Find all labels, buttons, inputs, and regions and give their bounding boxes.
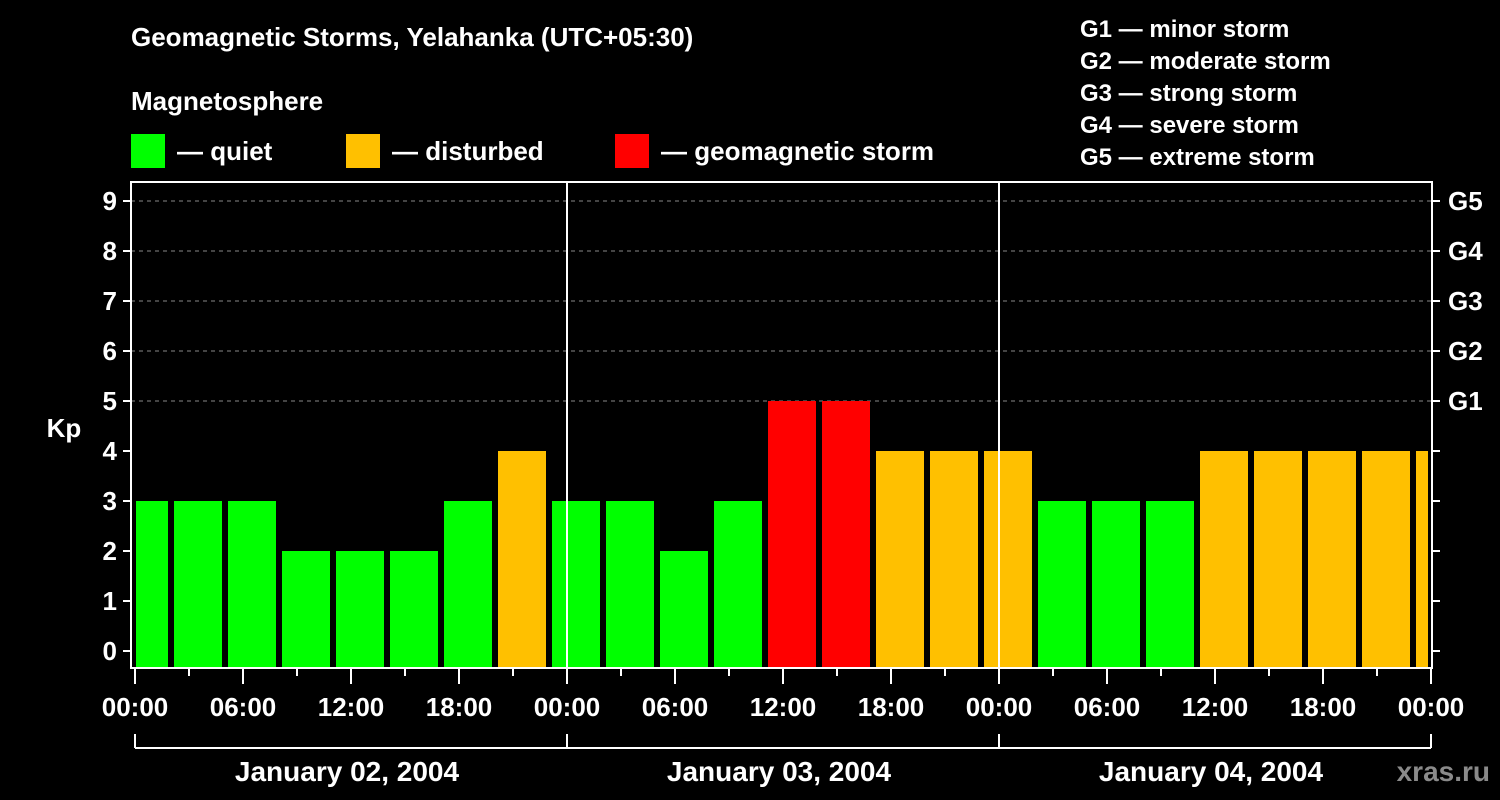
kp-bar: [1146, 501, 1194, 667]
g-level-label: G1: [1448, 386, 1483, 416]
kp-bar: [1362, 451, 1410, 667]
y-tick-label: 7: [103, 286, 117, 316]
x-tick-label: 00:00: [966, 692, 1033, 722]
g5-legend: G5 — extreme storm: [1080, 144, 1315, 171]
kp-bar: [876, 451, 924, 667]
kp-bar: [1416, 451, 1428, 667]
x-tick-label: 12:00: [318, 692, 385, 722]
y-tick-label: 1: [103, 586, 117, 616]
day-label: January 02, 2004: [235, 756, 460, 787]
g-level-label: G2: [1448, 336, 1483, 366]
kp-bar: [1254, 451, 1302, 667]
x-tick-label: 18:00: [426, 692, 493, 722]
kp-bar: [606, 501, 654, 667]
disturbed-swatch: [346, 134, 380, 168]
legend-disturbed: — disturbed: [346, 134, 544, 168]
y-tick-label: 8: [103, 236, 117, 266]
kp-bar: [136, 501, 168, 667]
x-tick-label: 12:00: [1182, 692, 1249, 722]
watermark: xras.ru: [1396, 756, 1490, 787]
x-tick-label: 00:00: [1398, 692, 1465, 722]
x-tick-label: 06:00: [642, 692, 709, 722]
kp-bar: [984, 451, 1032, 667]
kp-bar: [822, 401, 870, 667]
y-tick-label: 4: [103, 436, 118, 466]
x-tick-label: 00:00: [534, 692, 601, 722]
kp-bar: [174, 501, 222, 667]
legend-quiet: — quiet: [131, 134, 272, 168]
kp-bar: [660, 551, 708, 667]
y-axis-label: Kp: [47, 413, 82, 443]
x-tick-label: 00:00: [102, 692, 169, 722]
legend-quiet-label: — quiet: [177, 135, 273, 166]
g-level-label: G3: [1448, 286, 1483, 316]
day-label: January 04, 2004: [1099, 756, 1324, 787]
chart-title: Geomagnetic Storms, Yelahanka (UTC+05:30…: [131, 22, 694, 52]
legend-disturbed-label: — disturbed: [392, 135, 544, 166]
kp-bar: [498, 451, 546, 667]
g3-legend: G3 — strong storm: [1080, 80, 1298, 107]
x-tick-label: 12:00: [750, 692, 817, 722]
storm-swatch: [615, 134, 649, 168]
x-tick-label: 06:00: [1074, 692, 1141, 722]
kp-bar: [390, 551, 438, 667]
kp-bar: [282, 551, 330, 667]
kp-bar: [552, 501, 600, 667]
g4-legend: G4 — severe storm: [1080, 112, 1299, 139]
g-level-label: G4: [1448, 236, 1483, 266]
magnetosphere-title: Magnetosphere: [131, 86, 324, 116]
y-tick-label: 2: [103, 536, 117, 566]
x-tick-label: 18:00: [858, 692, 925, 722]
kp-bar: [228, 501, 276, 667]
kp-bar: [1200, 451, 1248, 667]
kp-bar: [444, 501, 492, 667]
legend-storm-label: — geomagnetic storm: [661, 135, 935, 166]
day-label: January 03, 2004: [667, 756, 892, 787]
kp-bar: [1092, 501, 1140, 667]
y-tick-label: 5: [103, 386, 117, 416]
kp-bar: [930, 451, 978, 667]
legend-storm: — geomagnetic storm: [615, 134, 934, 168]
kp-bar: [1308, 451, 1356, 667]
storm-level-legend: G1 — minor storm G2 — moderate storm G3 …: [1080, 14, 1331, 174]
y-tick-label: 3: [103, 486, 117, 516]
g1-legend: G1 — minor storm: [1080, 16, 1290, 43]
x-tick-label: 18:00: [1290, 692, 1357, 722]
kp-bar: [1038, 501, 1086, 667]
quiet-swatch: [131, 134, 165, 168]
kp-bar: [768, 401, 816, 667]
y-tick-label: 0: [103, 636, 117, 666]
x-tick-label: 06:00: [210, 692, 277, 722]
y-tick-label: 6: [103, 336, 117, 366]
g-level-label: G5: [1448, 186, 1483, 216]
y-tick-label: 9: [103, 186, 117, 216]
g2-legend: G2 — moderate storm: [1080, 48, 1331, 75]
plot-frame: [130, 181, 1433, 669]
kp-bar: [336, 551, 384, 667]
kp-bar: [714, 501, 762, 667]
